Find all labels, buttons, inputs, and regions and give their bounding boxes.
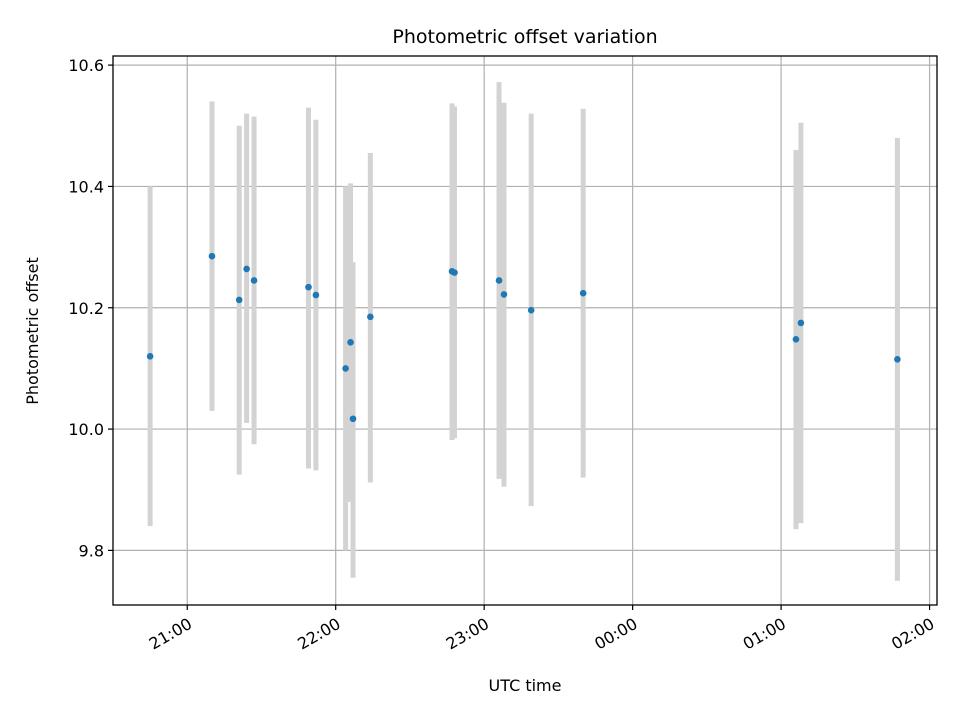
y-axis-label: Photometric offset (23, 257, 42, 405)
data-point (579, 289, 587, 297)
data-point (349, 415, 357, 423)
data-point (208, 252, 216, 260)
data-point (500, 291, 508, 298)
y-tick-label: 10.0 (68, 420, 104, 439)
data-point (243, 265, 250, 273)
data-point (347, 339, 354, 346)
chart-title: Photometric offset variation (392, 26, 657, 48)
y-tick-label: 10.2 (68, 299, 104, 318)
y-tick-label: 10.4 (68, 177, 104, 196)
point-layer (146, 252, 901, 423)
data-point (894, 356, 901, 363)
data-point (342, 365, 349, 372)
data-point (495, 277, 503, 284)
data-point (367, 313, 374, 321)
data-point (250, 277, 258, 284)
data-point (235, 296, 243, 304)
data-point (451, 269, 458, 276)
data-point (527, 306, 535, 314)
y-tick-label: 9.8 (79, 541, 104, 560)
data-point (792, 335, 800, 343)
data-point (797, 319, 805, 327)
plot-frame (112, 55, 938, 606)
x-axis-label: UTC time (489, 676, 562, 695)
data-point (146, 352, 154, 360)
data-point (305, 283, 312, 291)
y-tick-label: 10.6 (68, 56, 104, 75)
data-point (312, 291, 320, 299)
